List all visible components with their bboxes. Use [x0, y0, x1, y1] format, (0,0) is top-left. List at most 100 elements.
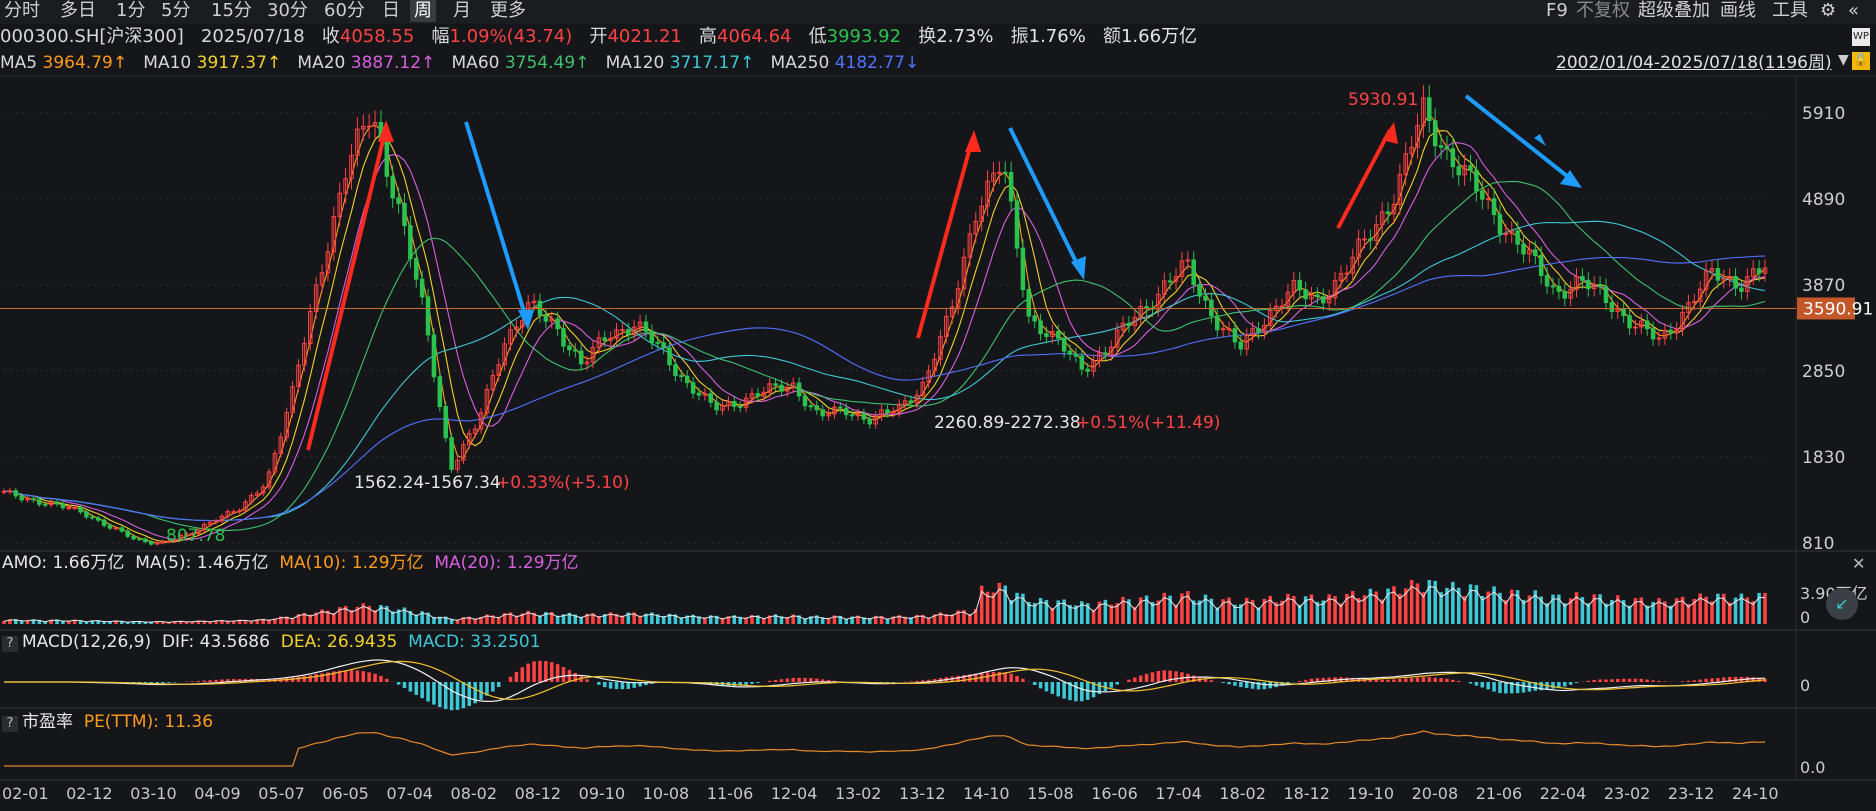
candle-body — [119, 527, 125, 532]
candle-body — [396, 197, 401, 204]
macd-bar — [443, 682, 448, 710]
amo-bar — [14, 619, 18, 624]
candle-body — [1256, 328, 1261, 333]
candle-body — [1226, 328, 1232, 331]
amo-bar — [1050, 607, 1055, 624]
tab-period-1min[interactable]: 1分 — [116, 0, 146, 21]
amo-bar — [1380, 599, 1384, 624]
candle-body — [1297, 279, 1302, 291]
f9-button[interactable]: F9 — [1546, 0, 1568, 21]
candle-body — [143, 538, 148, 543]
price-tick-label: 1830 — [1802, 448, 1845, 468]
amo-bar — [1221, 599, 1225, 624]
date-tick-label: 06-05 — [322, 784, 369, 803]
candle-body — [1085, 368, 1090, 372]
amo-bar — [1615, 595, 1620, 624]
expand-icon[interactable]: ↙ — [1826, 588, 1858, 620]
tab-period-more[interactable]: 更多 — [490, 0, 526, 21]
date-tick-label: 19-10 — [1347, 784, 1395, 803]
amo-bar — [90, 620, 95, 624]
no-adjust-button[interactable]: 不复权 — [1576, 0, 1630, 21]
tab-period-15min[interactable]: 15分 — [211, 0, 252, 21]
candle-body — [1, 490, 7, 493]
amo-bar — [897, 615, 901, 624]
candle-body — [1055, 331, 1061, 339]
macd-bar — [1009, 673, 1013, 682]
close-panel-icon[interactable]: ✕ — [1852, 554, 1866, 573]
amo-bar — [1256, 607, 1261, 624]
collapse-icon[interactable]: « — [1848, 0, 1860, 21]
macd-bar — [1162, 670, 1167, 682]
date-range-selector[interactable]: 2002/01/04-2025/07/18(1196周) — [1556, 53, 1832, 73]
amo-bar — [1021, 593, 1025, 624]
amo-bar — [620, 615, 625, 624]
amo-bar — [496, 616, 501, 624]
amo-bar — [337, 607, 342, 624]
macd-help-icon[interactable]: ? — [2, 636, 18, 652]
candle-body — [260, 486, 266, 494]
tab-period-month[interactable]: 月 — [453, 0, 471, 21]
amo-bar — [196, 620, 201, 624]
candle-body — [1103, 352, 1108, 355]
tab-period-duori[interactable]: 多日 — [60, 0, 96, 21]
super-overlay-button[interactable]: 超级叠加 — [1638, 0, 1710, 21]
amo-bar — [178, 620, 183, 624]
quote-date: 2025/07/18 — [200, 26, 305, 47]
candle-body — [820, 409, 825, 417]
macd-bar — [991, 671, 996, 682]
macd-histogram — [72, 660, 1767, 711]
amo-bar — [1227, 597, 1231, 624]
tools-button[interactable]: 工具 — [1772, 0, 1808, 21]
macd-bar — [1032, 682, 1037, 686]
candle-body — [1262, 324, 1267, 333]
macd-bar — [1056, 682, 1061, 697]
candle-body — [879, 409, 884, 417]
candle-body — [1126, 322, 1132, 327]
amo-bar — [355, 607, 360, 624]
candle-body — [832, 406, 837, 415]
draw-line-button[interactable]: 画线 — [1720, 0, 1756, 21]
candle-body — [284, 412, 289, 438]
wp-icon[interactable]: WP — [1852, 28, 1870, 46]
macd-bar — [1127, 679, 1131, 682]
candle-body — [1444, 146, 1450, 150]
candle-body — [1621, 308, 1626, 317]
amo-bar — [55, 619, 59, 624]
macd-bar — [1645, 679, 1649, 682]
price-tick-label: 2850 — [1802, 362, 1845, 382]
macd-bar — [314, 674, 318, 682]
date-tick-label: 24-10 — [1732, 784, 1779, 803]
tab-period-day[interactable]: 日 — [382, 0, 400, 21]
tab-period-30min[interactable]: 30分 — [267, 0, 308, 21]
pe-help-icon[interactable]: ? — [2, 716, 18, 732]
macd-bar — [426, 682, 430, 702]
macd-bar — [815, 678, 819, 682]
gear-icon[interactable]: ⚙ — [1820, 0, 1837, 21]
macd-bar — [1716, 678, 1720, 682]
macd-bar — [1710, 678, 1714, 682]
macd-bar — [231, 679, 236, 682]
macd-bar — [1568, 682, 1573, 685]
amo-bar — [25, 620, 30, 624]
amo-bar — [626, 612, 631, 624]
candle-body — [1032, 315, 1037, 322]
candle-body — [1692, 301, 1697, 304]
tab-period-week[interactable]: 周 — [410, 0, 436, 22]
candle-body — [478, 412, 484, 430]
amo-bar — [1568, 598, 1573, 624]
candle-body — [1538, 255, 1544, 277]
amo-bar — [1669, 605, 1673, 624]
candle-body — [596, 337, 602, 348]
amo-bar — [791, 614, 795, 624]
macd-bar — [1080, 682, 1084, 702]
tab-period-fenshi[interactable]: 分时 — [4, 0, 40, 21]
lock-icon[interactable]: 🔒 — [1852, 52, 1870, 70]
dropdown-icon[interactable]: ▼ — [1838, 52, 1849, 68]
tab-period-60min[interactable]: 60分 — [324, 0, 365, 21]
macd-name: MACD(12,26,9) — [22, 632, 152, 652]
amo-bar — [1439, 592, 1443, 624]
tab-period-5min[interactable]: 5分 — [161, 0, 191, 21]
macd-bar — [738, 682, 742, 686]
candle-body — [790, 382, 796, 388]
